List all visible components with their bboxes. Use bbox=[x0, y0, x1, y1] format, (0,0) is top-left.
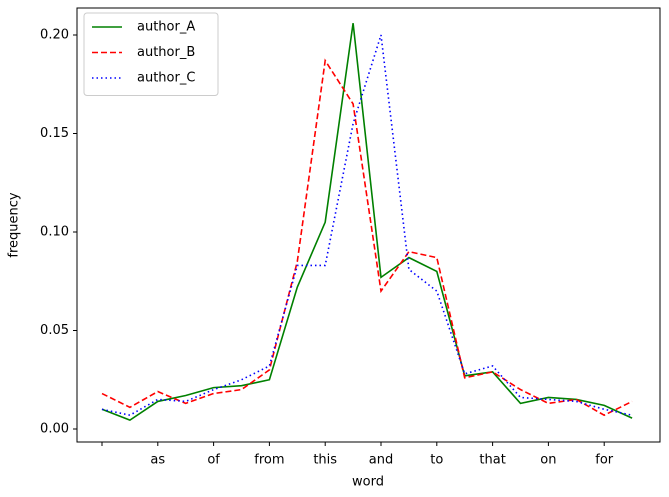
legend-label: author_A bbox=[137, 20, 195, 35]
legend-box bbox=[83, 12, 219, 96]
legend-label: author_B bbox=[137, 45, 195, 60]
y-tick-label: 0.05 bbox=[40, 323, 69, 338]
y-tick-label: 0.10 bbox=[40, 224, 69, 239]
y-tick-label: 0.20 bbox=[40, 27, 69, 42]
x-tick-label: on bbox=[540, 453, 556, 468]
x-tick-label: for bbox=[595, 453, 614, 468]
y-axis-label: frequency bbox=[7, 192, 22, 258]
x-tick-label: and bbox=[369, 453, 393, 468]
y-tick-label: 0.15 bbox=[40, 126, 69, 141]
line-series bbox=[101, 58, 633, 417]
legend-label: author_C bbox=[137, 71, 195, 86]
x-tick-label: of bbox=[207, 453, 220, 468]
x-tick-label: that bbox=[479, 453, 505, 468]
x-tick-label: to bbox=[430, 453, 443, 468]
line-series bbox=[101, 23, 633, 422]
x-tick-label: this bbox=[313, 453, 337, 468]
plot-frame bbox=[76, 7, 661, 443]
x-tick-label: from bbox=[254, 453, 284, 468]
x-axis-label: word bbox=[352, 475, 384, 490]
x-tick-label: as bbox=[150, 453, 165, 468]
y-tick-label: 0.00 bbox=[40, 421, 69, 436]
